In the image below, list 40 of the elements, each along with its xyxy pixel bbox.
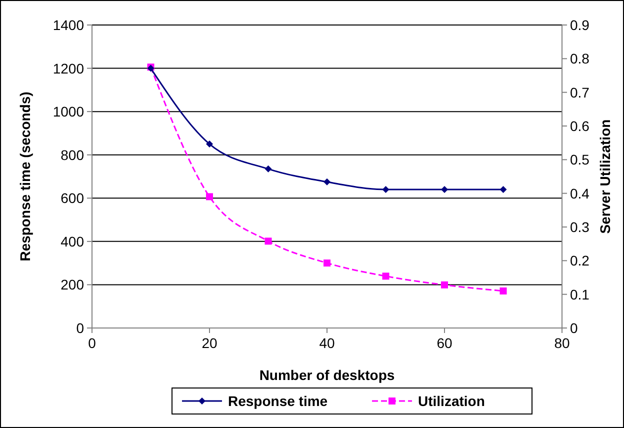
y2-tick-label: 0.3 <box>570 219 590 235</box>
y-tick-label: 800 <box>60 146 84 163</box>
y-tick-label: 600 <box>60 190 84 206</box>
point <box>441 186 448 193</box>
x-tick-label: 20 <box>202 335 218 351</box>
y2-tick-label: 0.4 <box>570 185 590 202</box>
y-tick-label: 1400 <box>52 17 84 33</box>
point <box>264 238 272 245</box>
x-tick-label: 80 <box>554 335 570 351</box>
y-tick-label: 400 <box>60 233 84 250</box>
point <box>206 140 213 148</box>
x-axis-title: Number of desktops <box>259 367 395 383</box>
point <box>382 186 390 193</box>
point <box>264 165 272 172</box>
y2-tick-label: 0.6 <box>570 118 590 134</box>
point <box>441 281 448 288</box>
y2-tick-label: 0 <box>570 320 578 336</box>
x-tick-label: 0 <box>88 335 96 351</box>
x-tick-label: 60 <box>436 335 452 351</box>
point <box>206 193 213 200</box>
x-tick-label: 40 <box>319 335 335 351</box>
legend-label: Utilization <box>418 393 485 409</box>
y-tick-label: 0 <box>76 320 84 336</box>
y2-tick-label: 0.9 <box>570 17 590 33</box>
point <box>324 260 330 267</box>
y-tick-label: 1000 <box>52 104 84 120</box>
legend-label: Response time <box>228 393 328 409</box>
point <box>500 186 507 193</box>
y2-axis-title: Server Utilization <box>597 119 613 234</box>
y2-tick-label: 0.7 <box>570 84 590 100</box>
point <box>324 178 330 186</box>
y-tick-label: 200 <box>60 276 84 293</box>
y-tick-label: 1200 <box>52 60 84 76</box>
y-axis-title: Response time (seconds) <box>17 92 33 262</box>
y2-tick-label: 0.8 <box>570 50 590 67</box>
point <box>500 287 507 294</box>
point <box>382 272 390 280</box>
y2-tick-label: 0.2 <box>570 252 590 269</box>
y2-tick-label: 0.1 <box>570 286 590 302</box>
y2-tick-label: 0.5 <box>570 152 590 168</box>
